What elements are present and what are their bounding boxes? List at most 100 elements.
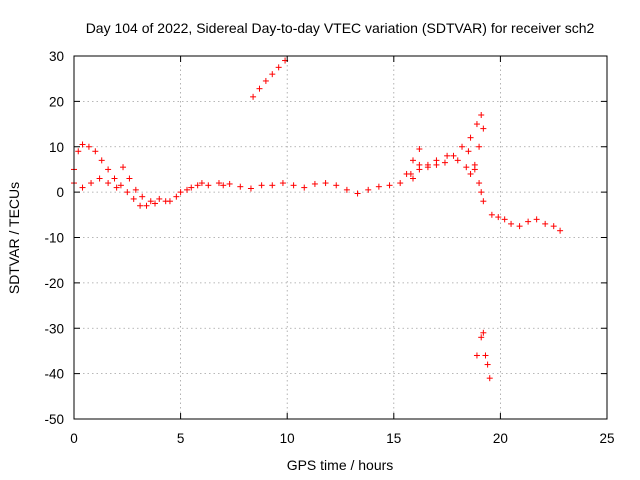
y-tick-label: -50 bbox=[44, 412, 64, 427]
data-point bbox=[480, 125, 487, 132]
y-tick-label: -10 bbox=[44, 231, 64, 246]
data-point bbox=[269, 71, 276, 78]
data-point bbox=[508, 220, 515, 227]
data-point bbox=[126, 175, 133, 182]
grid-lines bbox=[74, 56, 607, 419]
data-point bbox=[542, 220, 549, 227]
data-point bbox=[311, 180, 318, 187]
data-point bbox=[516, 223, 523, 230]
data-point bbox=[473, 121, 480, 128]
data-point bbox=[79, 141, 86, 148]
data-point bbox=[444, 152, 451, 159]
data-point bbox=[147, 198, 154, 205]
data-point bbox=[262, 77, 269, 84]
data-point bbox=[88, 180, 95, 187]
data-point bbox=[98, 157, 105, 164]
data-point bbox=[476, 143, 483, 150]
data-point bbox=[220, 182, 227, 189]
data-point bbox=[279, 180, 286, 187]
data-point bbox=[79, 184, 86, 191]
data-point bbox=[488, 211, 495, 218]
y-tick-label: -30 bbox=[44, 321, 64, 336]
data-point bbox=[550, 223, 557, 230]
data-point bbox=[322, 180, 329, 187]
data-point bbox=[441, 159, 448, 166]
series-trace-f bbox=[250, 57, 289, 100]
data-point bbox=[424, 161, 431, 168]
data-point bbox=[96, 175, 103, 182]
data-point bbox=[476, 180, 483, 187]
data-point bbox=[454, 157, 461, 164]
data-point bbox=[459, 143, 466, 150]
data-point bbox=[557, 227, 564, 234]
data-point bbox=[130, 195, 137, 202]
data-point bbox=[250, 93, 257, 100]
data-point bbox=[215, 180, 222, 187]
data-point bbox=[386, 182, 393, 189]
data-point bbox=[124, 189, 131, 196]
tick-labels: 0 5 10 15 20 25 -50 -40 -30 -20 -10 0 10 20 30 bbox=[44, 49, 614, 446]
data-point bbox=[365, 186, 372, 193]
y-axis-label: SDTVAR / TECUs bbox=[6, 182, 22, 294]
data-point bbox=[111, 175, 118, 182]
data-point bbox=[416, 146, 423, 153]
data-point bbox=[463, 164, 470, 171]
data-point bbox=[152, 200, 159, 207]
y-tick-label: 20 bbox=[49, 94, 64, 109]
series-trace-h bbox=[473, 329, 493, 382]
data-point bbox=[143, 202, 150, 209]
x-axis-label: GPS time / hours bbox=[287, 457, 394, 473]
data-point bbox=[105, 180, 112, 187]
data-point bbox=[166, 198, 173, 205]
data-point bbox=[258, 182, 265, 189]
series-trace-b bbox=[71, 164, 205, 205]
data-point bbox=[198, 180, 205, 187]
data-point bbox=[137, 202, 144, 209]
data-point bbox=[533, 216, 540, 223]
data-point bbox=[409, 175, 416, 182]
y-tick-label: 0 bbox=[56, 185, 64, 200]
data-point bbox=[471, 166, 478, 173]
data-point bbox=[132, 186, 139, 193]
data-point bbox=[407, 170, 414, 177]
series-trace-e bbox=[465, 148, 487, 205]
data-point bbox=[397, 180, 404, 187]
data-point bbox=[85, 143, 92, 150]
data-point bbox=[473, 352, 480, 359]
data-point bbox=[480, 198, 487, 205]
data-point bbox=[139, 193, 146, 200]
data-point bbox=[495, 214, 502, 221]
data-point bbox=[525, 218, 532, 225]
data-point bbox=[478, 189, 485, 196]
data-point bbox=[465, 148, 472, 155]
data-point bbox=[501, 216, 508, 223]
data-point bbox=[480, 329, 487, 336]
data-point bbox=[467, 170, 474, 177]
data-point bbox=[433, 157, 440, 164]
data-point bbox=[194, 182, 201, 189]
data-point bbox=[450, 152, 457, 159]
data-point bbox=[478, 334, 485, 341]
axis-ticks bbox=[73, 55, 608, 420]
series-trace-c bbox=[226, 146, 423, 197]
x-tick-label: 5 bbox=[177, 431, 185, 446]
data-point bbox=[409, 157, 416, 164]
data-point bbox=[156, 195, 163, 202]
data-point bbox=[205, 182, 212, 189]
data-point bbox=[120, 164, 127, 171]
data-point bbox=[256, 85, 263, 92]
data-point bbox=[275, 64, 282, 71]
data-point bbox=[269, 182, 276, 189]
y-tick-label: 10 bbox=[49, 140, 64, 155]
chart-title: Day 104 of 2022, Sidereal Day-to-day VTE… bbox=[86, 20, 595, 36]
data-point bbox=[237, 183, 244, 190]
y-tick-label: -40 bbox=[44, 367, 64, 382]
data-point bbox=[290, 182, 297, 189]
data-point bbox=[486, 375, 493, 382]
data-point bbox=[482, 352, 489, 359]
data-point bbox=[484, 361, 491, 368]
data-point bbox=[177, 189, 184, 196]
data-point bbox=[354, 190, 361, 197]
data-point bbox=[117, 182, 124, 189]
data-point bbox=[343, 186, 350, 193]
